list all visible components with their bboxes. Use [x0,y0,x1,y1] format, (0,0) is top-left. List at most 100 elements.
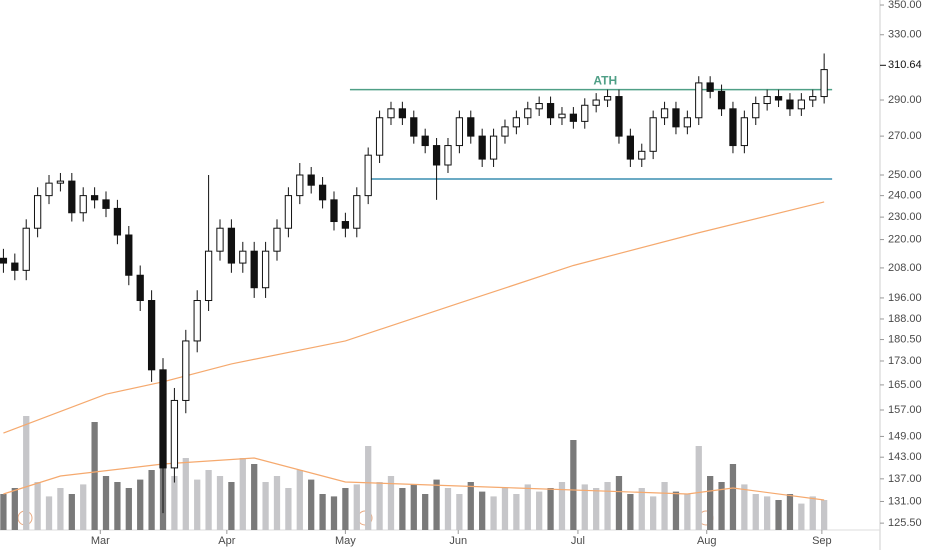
candle-body [683,117,691,128]
volume-bar [422,494,429,530]
x-tick-label: Apr [218,535,235,547]
candle-body [22,227,30,271]
candle-body [375,117,384,156]
x-tick-label: Aug [697,535,717,547]
candle-body [296,174,304,197]
candle-body [615,96,623,137]
candle-body [125,234,133,276]
volume-bar [433,479,440,530]
volume-bar [650,496,657,530]
candle-body [273,227,281,252]
candle-body [467,117,475,137]
candle-body [387,108,395,119]
y-tick-label: 149.00 [888,430,922,442]
candle-body [341,221,350,229]
candle-body [535,103,543,110]
volume-bar [809,496,816,530]
y-tick-label: 125.50 [888,517,922,529]
y-tick-label: 350.00 [888,0,922,11]
volume-bar [285,488,292,530]
volume-bar [171,476,178,530]
candle-body [398,108,407,119]
volume-bar [547,488,554,530]
candle-body [102,199,110,209]
volume-bar [353,484,360,530]
candle-body [410,117,418,137]
candle-body [660,108,669,119]
candle-body [318,184,327,201]
volume-bar [91,422,98,530]
candle-body [250,250,258,289]
candle-body [0,257,8,264]
volume-bar [775,500,782,530]
volume-bar [45,496,53,530]
volume-bar [786,494,794,530]
volume-bar [137,479,144,530]
candle-body [763,96,771,105]
volume-bar [342,488,349,530]
candle-body [56,180,65,184]
volume-bar [182,458,189,530]
volume-bar [376,482,383,530]
candle-body [33,195,42,229]
candle-body [45,182,53,197]
candle-body [672,108,680,128]
volume-ma-line [3,457,825,501]
candle-body [695,82,703,119]
volume-bar [513,494,520,530]
candle-body [603,96,612,101]
volume-bar [479,491,486,530]
candle-body [182,340,190,401]
volume-bar [593,488,600,530]
x-tick-label: Jul [571,535,585,547]
volume-bar [387,476,395,530]
candle-body [90,195,99,201]
candle-body [740,117,748,147]
candle-body [752,103,760,119]
x-tick-label: Jun [449,535,467,547]
y-tick-label: 180.50 [888,333,922,345]
y-tick-label: 173.00 [888,355,922,367]
candle-body [113,207,122,236]
candle-body [786,99,794,110]
y-tick-label: 270.00 [888,130,922,142]
volume-bar [718,482,725,530]
volume-bar [239,458,246,530]
candle-body [353,195,361,229]
candle-body [729,108,737,147]
ma-line [3,201,825,434]
volume-bar [501,488,509,530]
volume-bar [707,476,714,530]
candle-body [79,195,87,214]
x-tick-label: Mar [91,535,110,547]
y-tick-label: 157.00 [888,404,922,416]
last-price-label: 310.64 [888,59,922,71]
volume-bar [490,496,497,530]
candle-body [626,135,634,160]
y-tick-label: 165.00 [888,379,922,391]
candle-body [330,199,338,223]
volume-bar [194,479,201,530]
candle-body [239,250,247,264]
volume-bar [319,494,326,530]
candle-body [216,227,224,252]
volume-bar [216,476,224,530]
volume-bar [798,503,805,530]
candle-body [569,113,578,122]
candle-body [307,174,315,186]
candle-body [227,227,236,264]
volume-bar [148,470,155,530]
candle-body [284,195,293,229]
y-tick-label: 143.00 [888,451,922,463]
volume-bar [80,484,87,530]
volume-bar [273,476,281,530]
candle-body [774,96,783,101]
volume-bar [570,440,577,530]
volume-bar [262,482,269,530]
candle-body [478,135,486,160]
candle-body [581,104,589,122]
candle-body [638,150,646,160]
volume-bar [729,464,737,530]
candle-body [649,117,657,152]
